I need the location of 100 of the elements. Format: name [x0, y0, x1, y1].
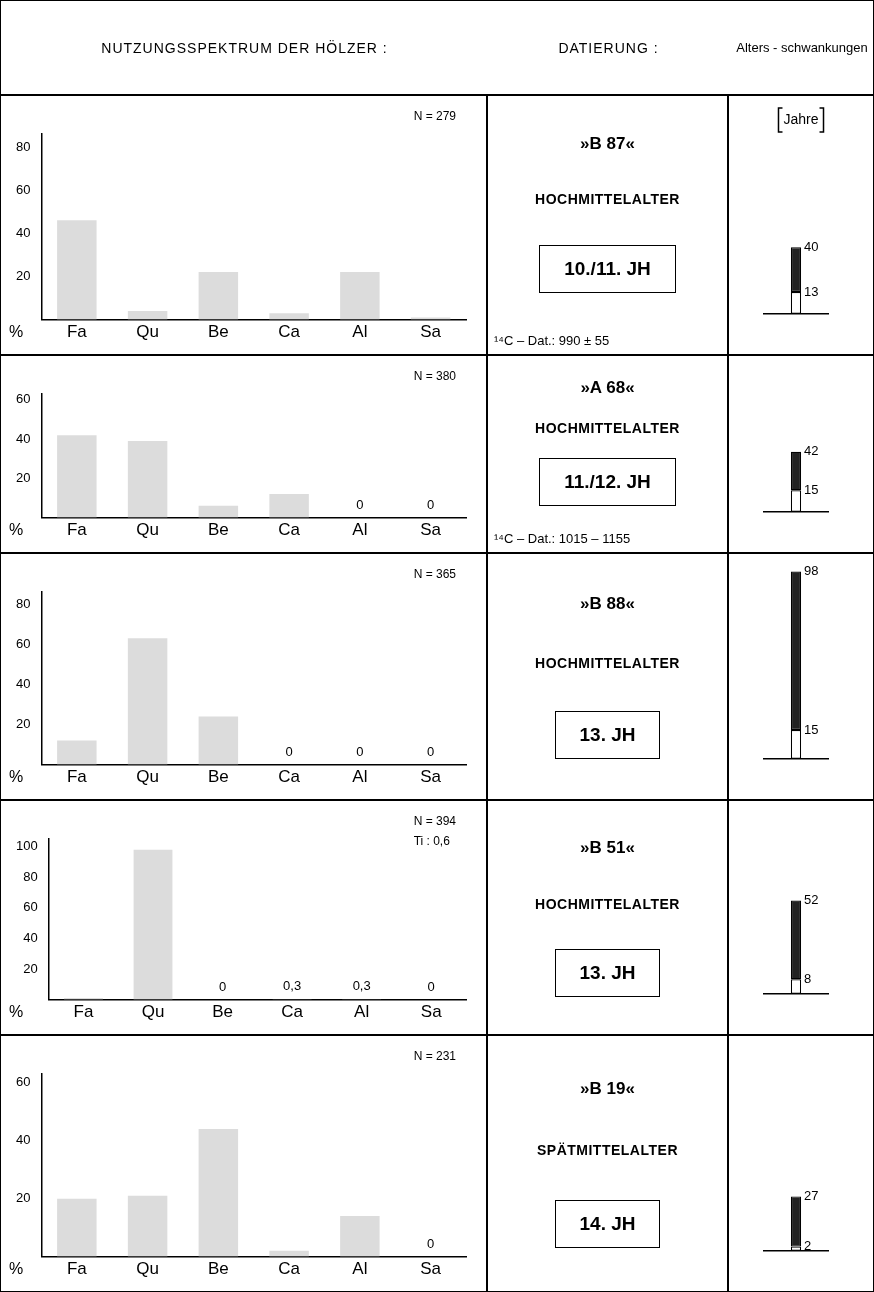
x-tick-label: Fa	[66, 520, 88, 540]
text: HOCHMITTELALTER	[535, 191, 680, 207]
x-tick-label: Qu	[136, 1259, 159, 1279]
text: HOCHMITTELALTER	[535, 654, 680, 671]
data-label: 0,3	[352, 978, 371, 994]
x-tick-label: Al	[352, 767, 368, 787]
text: »A 68«	[580, 378, 635, 398]
text: HOCHMITTELALTER	[535, 420, 680, 436]
text: 11./12. JH	[539, 458, 676, 506]
x-tick-label: Sa	[420, 1002, 443, 1022]
total-label: 42	[804, 443, 819, 459]
y-tick-label: 40	[15, 430, 31, 446]
x-tick-label: Fa	[66, 1259, 88, 1279]
text: N = 231	[413, 1049, 456, 1063]
y-tick-label: 60	[15, 635, 31, 651]
data-label: 0,3	[283, 978, 302, 994]
data-label: 2	[804, 1238, 812, 1254]
text: NUTZUNGSSPEKTRUM DER HÖLZER :	[101, 39, 388, 56]
x-tick-label: Al	[352, 322, 368, 342]
y-tick-label: 80	[15, 138, 31, 154]
x-tick-label: Be	[212, 1002, 233, 1022]
x-tick-label: Al	[352, 520, 368, 540]
total-label: 98	[804, 563, 819, 579]
x-tick-label: Qu	[136, 322, 159, 342]
y-tick-label: 40	[23, 930, 38, 945]
y-tick-label: 40	[15, 1132, 31, 1148]
total-label: 40	[804, 238, 819, 254]
y-tick-label: 100	[15, 838, 38, 854]
text: ¹⁴C – Dat.: 990 ± 55	[494, 333, 610, 348]
text: »B 88«	[580, 594, 635, 615]
x-tick-label: Ca	[281, 1002, 304, 1022]
text: Alters - schwankungen	[736, 40, 868, 55]
x-tick-label: Be	[207, 767, 229, 787]
data-label: 15	[804, 481, 819, 497]
x-tick-label: Sa	[420, 322, 442, 342]
text: 13. JH	[554, 948, 661, 997]
y-axis-title: %	[9, 521, 24, 539]
data-label: 0	[427, 496, 435, 512]
y-axis-title: %	[9, 1260, 24, 1278]
y-tick-label: 60	[15, 181, 31, 197]
x-tick-label: Sa	[420, 520, 442, 540]
data-label: 15	[804, 721, 819, 737]
text: ¹⁴C – Dat.: 1015 – 1155	[494, 531, 631, 546]
text: N = 380	[413, 369, 456, 383]
text: N = 279	[413, 109, 456, 123]
annotation: Ti : 0,6	[413, 834, 450, 848]
x-tick-label: Fa	[73, 1002, 94, 1022]
text: DATIERUNG :	[558, 39, 659, 56]
x-tick-label: Be	[207, 520, 229, 540]
x-tick-label: Sa	[420, 767, 442, 787]
y-tick-label: 20	[15, 1190, 31, 1206]
y-tick-label: 20	[15, 268, 31, 284]
data-label: 0	[427, 978, 435, 994]
text: 13. JH	[554, 710, 661, 759]
data-label: 0	[356, 743, 364, 759]
y-tick-label: 20	[15, 716, 31, 732]
y-tick-label: 80	[23, 868, 38, 884]
text: »B 87«	[580, 133, 635, 154]
text: »B 19«	[580, 1078, 635, 1099]
y-tick-label: 80	[15, 595, 31, 611]
data-label: 0	[218, 978, 227, 994]
x-tick-label: Al	[354, 1002, 370, 1022]
data-label: 0	[285, 743, 293, 759]
x-tick-label: Fa	[66, 322, 88, 342]
y-axis-title: Jahre	[783, 110, 819, 127]
x-tick-label: Be	[207, 1259, 229, 1279]
total-label: 52	[804, 892, 819, 908]
y-tick-label: 20	[15, 469, 31, 485]
x-tick-label: Fa	[66, 767, 88, 787]
text: »B 51«	[580, 838, 635, 859]
data-label: 0	[427, 1235, 435, 1251]
data-label: 0	[356, 496, 364, 512]
y-tick-label: 60	[23, 899, 38, 915]
total-label: 27	[804, 1187, 819, 1203]
y-tick-label: 60	[15, 1074, 31, 1090]
x-tick-label: Al	[352, 1259, 368, 1279]
x-tick-label: Ca	[278, 520, 301, 540]
x-tick-label: Sa	[420, 1259, 442, 1279]
y-tick-label: 40	[15, 675, 31, 691]
text: HOCHMITTELALTER	[535, 895, 680, 912]
data-label: 13	[804, 283, 819, 299]
x-tick-label: Ca	[278, 1259, 301, 1279]
y-tick-label: 20	[23, 960, 38, 976]
data-label: 8	[804, 970, 812, 986]
text: 10./11. JH	[539, 244, 676, 293]
y-tick-label: 60	[15, 391, 31, 407]
data-label: 0	[427, 743, 435, 759]
x-tick-label: Qu	[136, 767, 159, 787]
y-axis-title: %	[9, 323, 24, 341]
x-tick-label: Qu	[141, 1002, 165, 1022]
x-tick-label: Qu	[136, 520, 159, 540]
text: N = 394	[413, 814, 456, 828]
y-axis-title: %	[9, 768, 24, 786]
x-tick-label: Ca	[278, 767, 301, 787]
y-axis-title: %	[9, 1003, 24, 1021]
text: SPÄTMITTELALTER	[536, 1141, 678, 1158]
x-tick-label: Be	[207, 322, 229, 342]
text: 14. JH	[554, 1200, 661, 1249]
text: N = 365	[413, 567, 456, 581]
y-tick-label: 40	[15, 224, 31, 240]
